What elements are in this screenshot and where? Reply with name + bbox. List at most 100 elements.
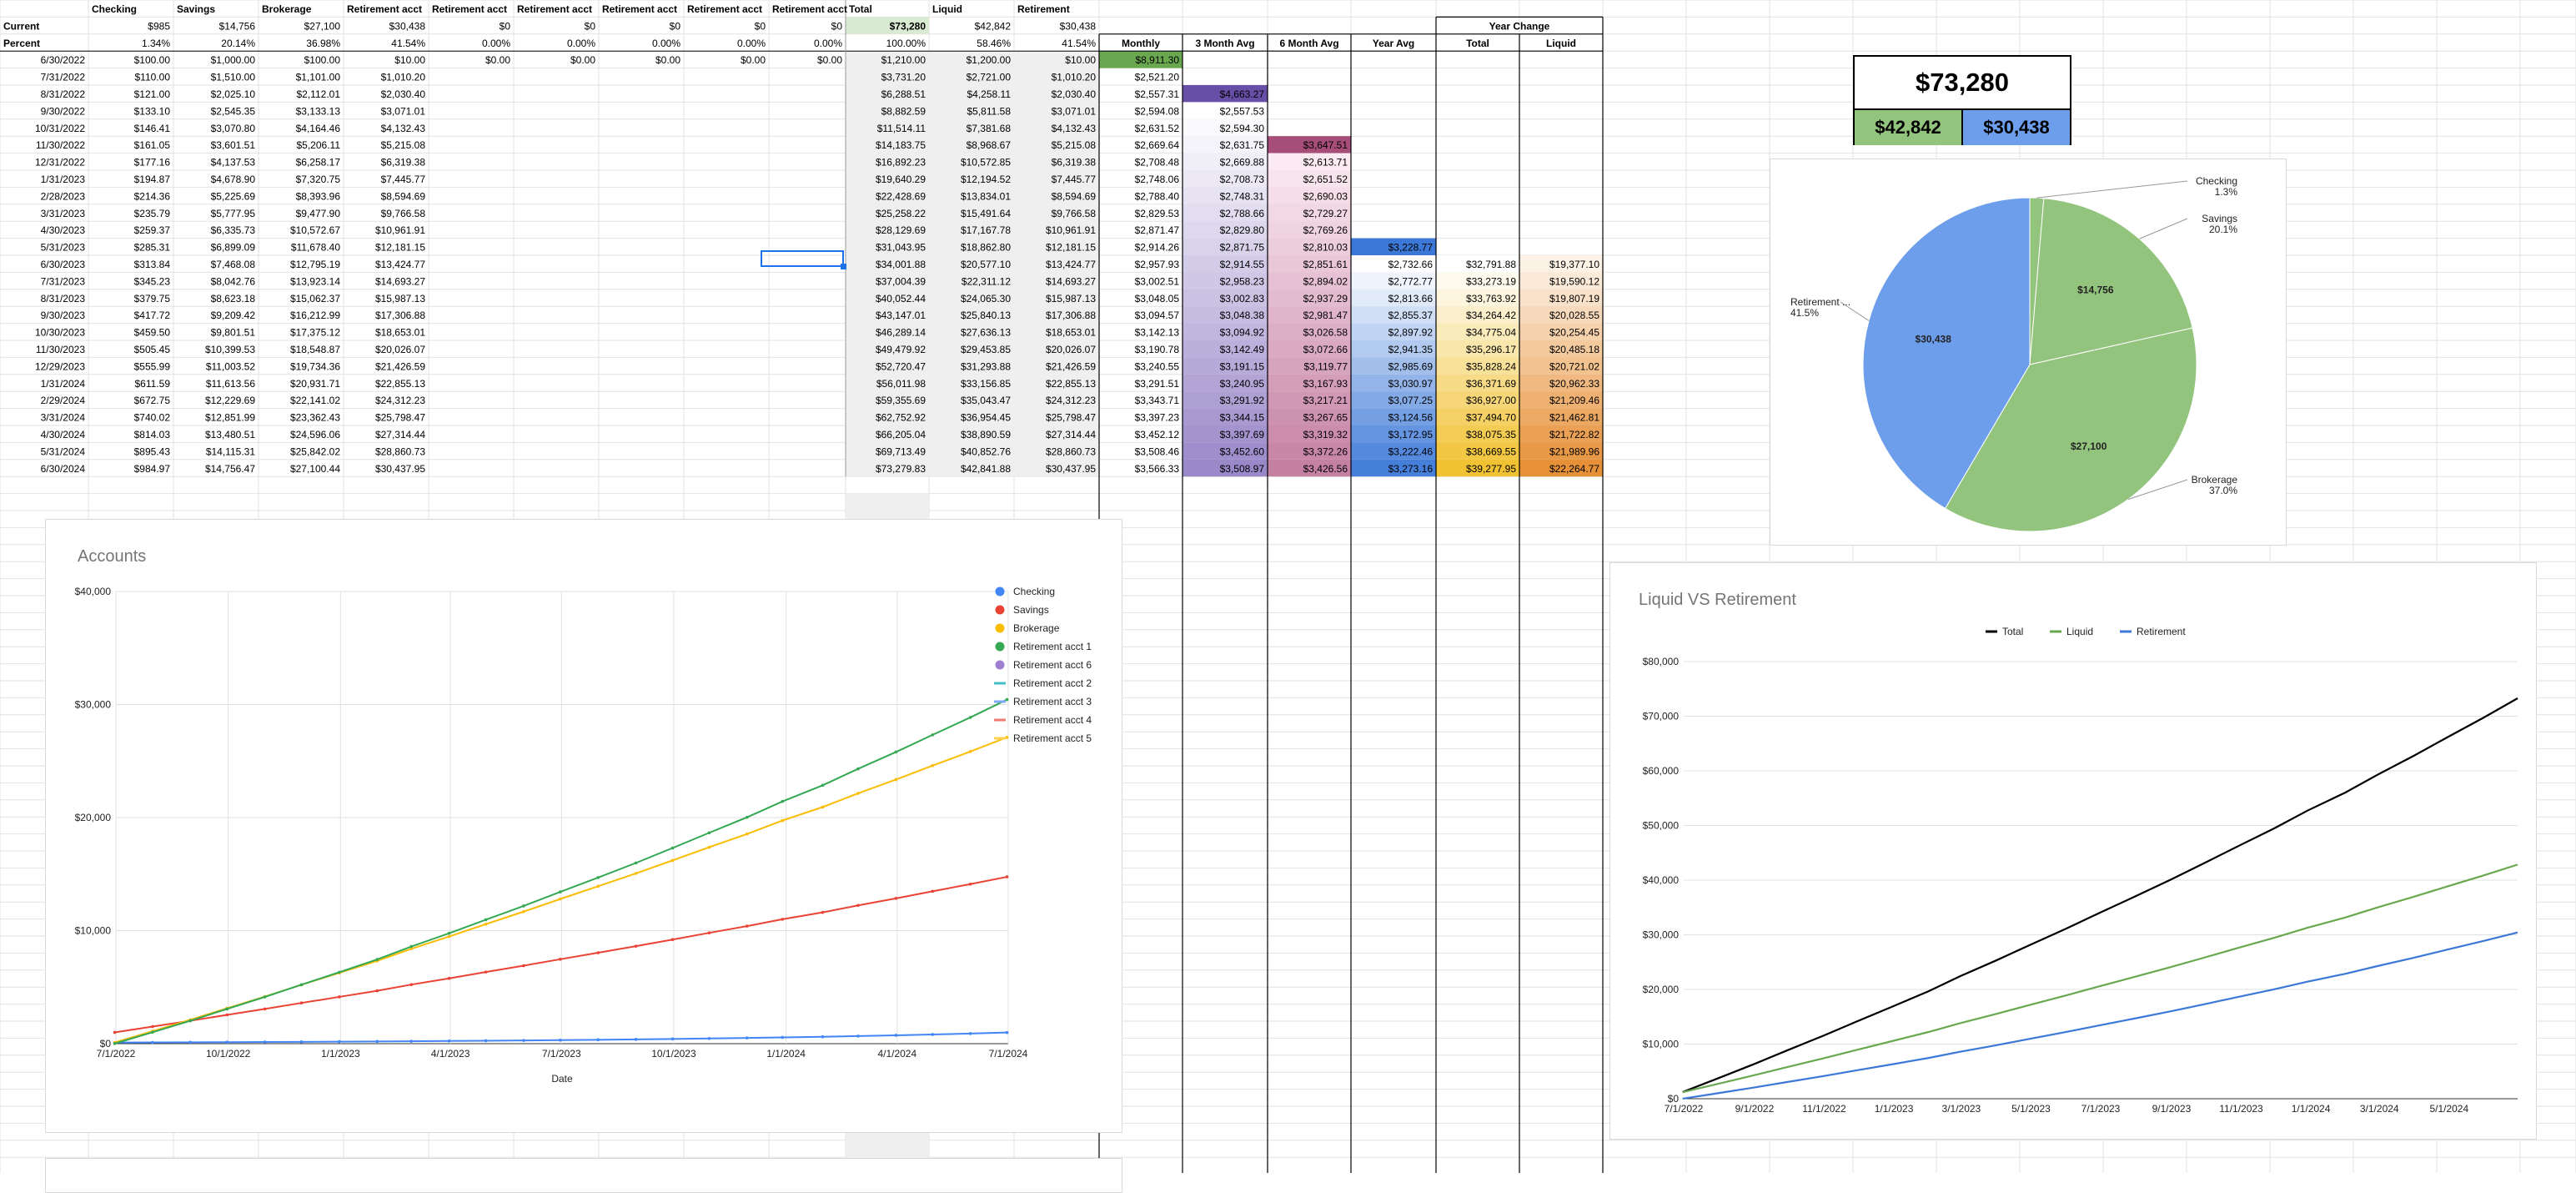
percent-value[interactable]: 0.00% [567,38,595,49]
percent-value[interactable]: 41.54% [1062,38,1096,49]
value-cell[interactable]: $7,381.68 [967,123,1012,134]
value-cell[interactable]: $3,319.32 [1303,429,1348,440]
value-cell[interactable]: $214.36 [134,190,171,202]
value-cell[interactable]: $2,914.26 [1135,242,1180,254]
value-cell[interactable]: $2,521.20 [1135,72,1180,83]
value-cell[interactable]: $146.41 [134,123,171,134]
value-cell[interactable]: $17,167.78 [961,224,1011,236]
value-cell[interactable]: $31,043.95 [876,242,926,254]
value-cell[interactable]: $1,010.20 [381,72,426,83]
current-value[interactable]: $42,842 [975,20,1012,32]
value-cell[interactable]: $10,399.53 [205,344,255,355]
value-cell[interactable]: $6,319.38 [381,157,426,169]
value-cell[interactable]: $3,731.20 [881,72,926,83]
value-cell[interactable]: $14,693.27 [1046,275,1096,287]
value-cell[interactable]: $2,871.47 [1135,224,1180,236]
value-cell[interactable]: $29,453.85 [961,344,1011,355]
value-cell[interactable]: $21,462.81 [1549,412,1599,424]
value-cell[interactable]: $8,393.96 [296,190,341,202]
value-cell[interactable]: $2,631.52 [1135,123,1180,134]
value-cell[interactable]: $9,801.51 [211,327,256,339]
value-cell[interactable]: $1,510.00 [211,72,256,83]
value-cell[interactable]: $345.23 [134,275,171,287]
value-cell[interactable]: $2,981.47 [1303,310,1348,321]
date-cell[interactable]: 3/31/2023 [41,208,86,219]
value-cell[interactable]: $3,094.92 [1220,327,1265,339]
value-cell[interactable]: $2,613.71 [1303,157,1348,169]
value-cell[interactable]: $14,756.47 [205,463,255,475]
value-cell[interactable]: $13,923.14 [290,275,340,287]
value-cell[interactable]: $24,596.06 [290,429,340,440]
value-cell[interactable]: $3,566.33 [1135,463,1180,475]
value-cell[interactable]: $611.59 [135,378,171,390]
value-cell[interactable]: $3,452.60 [1220,445,1265,457]
value-cell[interactable]: $2,788.66 [1220,208,1265,219]
value-cell[interactable]: $1,200.00 [967,54,1012,66]
value-cell[interactable]: $13,424.77 [1046,259,1096,270]
value-cell[interactable]: $2,810.03 [1303,242,1348,254]
value-cell[interactable]: $46,289.14 [876,327,926,339]
value-cell[interactable]: $3,048.38 [1220,310,1265,321]
date-cell[interactable]: 5/31/2023 [41,242,86,254]
value-cell[interactable]: $6,899.09 [211,242,256,254]
value-cell[interactable]: $24,312.23 [1046,395,1096,406]
value-cell[interactable]: $18,653.01 [1046,327,1096,339]
value-cell[interactable]: $19,734.36 [290,360,340,372]
value-cell[interactable]: $5,206.11 [297,139,341,151]
value-cell[interactable]: $9,209.42 [211,310,256,321]
value-cell[interactable]: $100.00 [134,54,171,66]
value-cell[interactable]: $25,258.22 [876,208,926,219]
value-cell[interactable]: $3,343.71 [1135,395,1180,406]
value-cell[interactable]: $24,065.30 [961,293,1011,305]
liquid-vs-retirement-chart-card[interactable]: Liquid VS Retirement $0 $10,000 $20,000 $30,… [1609,562,2537,1140]
percent-value[interactable]: 58.46% [977,38,1011,49]
value-cell[interactable]: $259.37 [134,224,171,236]
row-label-current[interactable]: Current [3,20,39,32]
value-cell[interactable]: $13,480.51 [205,429,255,440]
current-value[interactable]: $0 [500,20,511,32]
header-3-month-avg[interactable]: 3 Month Avg [1195,38,1254,49]
value-cell[interactable]: $5,215.08 [1052,139,1097,151]
percent-value[interactable]: 36.98% [306,38,340,49]
value-cell[interactable]: $20,485.18 [1549,344,1599,355]
selected-cell[interactable] [761,250,844,267]
date-cell[interactable]: 1/31/2023 [41,174,86,185]
value-cell[interactable]: $36,927.00 [1466,395,1516,406]
date-cell[interactable]: 9/30/2023 [41,310,86,321]
value-cell[interactable]: $4,137.53 [211,157,256,169]
value-cell[interactable]: $2,690.03 [1303,190,1348,202]
value-cell[interactable]: $25,842.02 [290,445,340,457]
value-cell[interactable]: $73,279.83 [876,463,926,475]
value-cell[interactable]: $22,264.77 [1549,463,1599,475]
value-cell[interactable]: $14,693.27 [375,275,425,287]
value-cell[interactable]: $2,748.31 [1220,190,1265,202]
column-header[interactable]: Retirement acct [772,3,847,15]
accounts-chart-card[interactable]: Accounts $0 $10,000 $20,000 $30,000 $40,000 7/… [45,519,1122,1133]
value-cell[interactable]: $10.00 [394,54,425,66]
current-value[interactable]: $0 [670,20,681,32]
value-cell[interactable]: $36,371.69 [1466,378,1516,390]
value-cell[interactable]: $21,426.59 [1046,360,1096,372]
value-cell[interactable]: $19,377.10 [1549,259,1599,270]
date-cell[interactable]: 6/30/2024 [41,463,86,475]
value-cell[interactable]: $8,623.18 [211,293,256,305]
value-cell[interactable]: $2,669.64 [1135,139,1180,151]
value-cell[interactable]: $1,210.00 [881,54,926,66]
value-cell[interactable]: $13,834.01 [961,190,1011,202]
value-cell[interactable]: $12,181.15 [375,242,425,254]
header-year-change-total[interactable]: Total [1466,38,1489,49]
value-cell[interactable]: $8,968.67 [967,139,1012,151]
value-cell[interactable]: $7,468.08 [211,259,256,270]
value-cell[interactable]: $3,070.80 [211,123,256,134]
value-cell[interactable]: $3,167.93 [1303,378,1348,390]
value-cell[interactable]: $2,772.77 [1388,275,1434,287]
value-cell[interactable]: $2,112.01 [297,88,341,100]
value-cell[interactable]: $110.00 [135,72,171,83]
date-cell[interactable]: 8/31/2023 [41,293,86,305]
header-monthly[interactable]: Monthly [1122,38,1160,49]
value-cell[interactable]: $3,222.46 [1388,445,1434,457]
value-cell[interactable]: $2,721.00 [967,72,1012,83]
value-cell[interactable]: $2,829.53 [1135,208,1180,219]
value-cell[interactable]: $3,190.78 [1135,344,1180,355]
value-cell[interactable]: $2,941.35 [1388,344,1434,355]
